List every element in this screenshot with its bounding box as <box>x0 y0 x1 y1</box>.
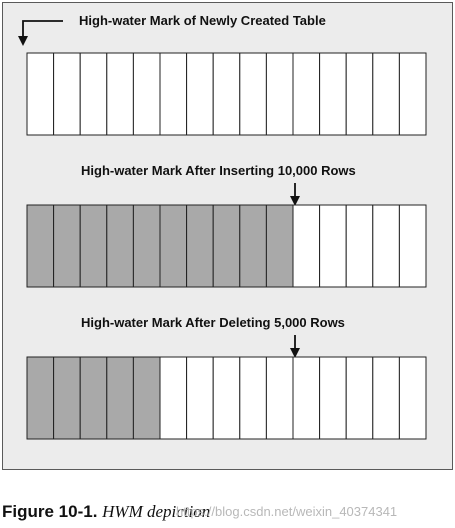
free-block <box>398 204 427 288</box>
free-block <box>159 356 188 440</box>
free-block <box>398 52 427 136</box>
figure-number: Figure 10-1. <box>2 502 98 521</box>
figure-title: HWM depiction <box>102 502 211 521</box>
block-strip-new-table <box>26 52 427 136</box>
hwm-arrow-new-table <box>18 20 63 46</box>
free-block <box>398 356 427 440</box>
row-new-table: High-water Mark of Newly Created Table <box>18 13 427 136</box>
used-block <box>265 204 294 288</box>
row-label-after-insert: High-water Mark After Inserting 10,000 R… <box>81 163 356 178</box>
free-block <box>212 356 241 440</box>
free-block <box>265 52 294 136</box>
free-block <box>106 52 134 136</box>
free-block <box>186 52 214 136</box>
free-block <box>265 356 294 440</box>
free-block <box>53 52 81 136</box>
free-block <box>26 52 55 136</box>
free-block <box>319 204 347 288</box>
used-block <box>186 204 214 288</box>
used-block <box>106 356 134 440</box>
free-block <box>319 52 347 136</box>
row-after-insert: High-water Mark After Inserting 10,000 R… <box>26 163 427 288</box>
used-block <box>79 356 108 440</box>
used-block <box>26 204 55 288</box>
free-block <box>372 204 400 288</box>
free-block <box>239 52 267 136</box>
free-block <box>292 52 321 136</box>
free-block <box>345 204 374 288</box>
block-strip-after-delete <box>26 356 427 440</box>
free-block <box>79 52 108 136</box>
row-label-after-delete: High-water Mark After Deleting 5,000 Row… <box>81 315 345 330</box>
figure-panel: High-water Mark of Newly Created Table H… <box>2 2 453 470</box>
row-after-delete: High-water Mark After Deleting 5,000 Row… <box>26 315 427 440</box>
free-block <box>345 356 374 440</box>
row-label-new-table: High-water Mark of Newly Created Table <box>79 13 326 28</box>
figure-caption: Figure 10-1. HWM depiction <box>2 502 210 522</box>
used-block <box>212 204 241 288</box>
used-block <box>132 356 161 440</box>
used-block <box>132 204 161 288</box>
free-block <box>372 356 400 440</box>
used-block <box>53 204 81 288</box>
free-block <box>292 204 321 288</box>
free-block <box>372 52 400 136</box>
free-block <box>212 52 241 136</box>
used-block <box>79 204 108 288</box>
block-strip-after-insert <box>26 204 427 288</box>
watermark: https://blog.csdn.net/weixin_40374341 <box>176 504 398 519</box>
used-block <box>159 204 188 288</box>
free-block <box>186 356 214 440</box>
free-block <box>159 52 188 136</box>
used-block <box>239 204 267 288</box>
free-block <box>132 52 161 136</box>
free-block <box>345 52 374 136</box>
used-block <box>26 356 55 440</box>
free-block <box>239 356 267 440</box>
used-block <box>53 356 81 440</box>
used-block <box>106 204 134 288</box>
free-block <box>319 356 347 440</box>
free-block <box>292 356 321 440</box>
hwm-diagram: High-water Mark of Newly Created Table H… <box>18 13 427 440</box>
